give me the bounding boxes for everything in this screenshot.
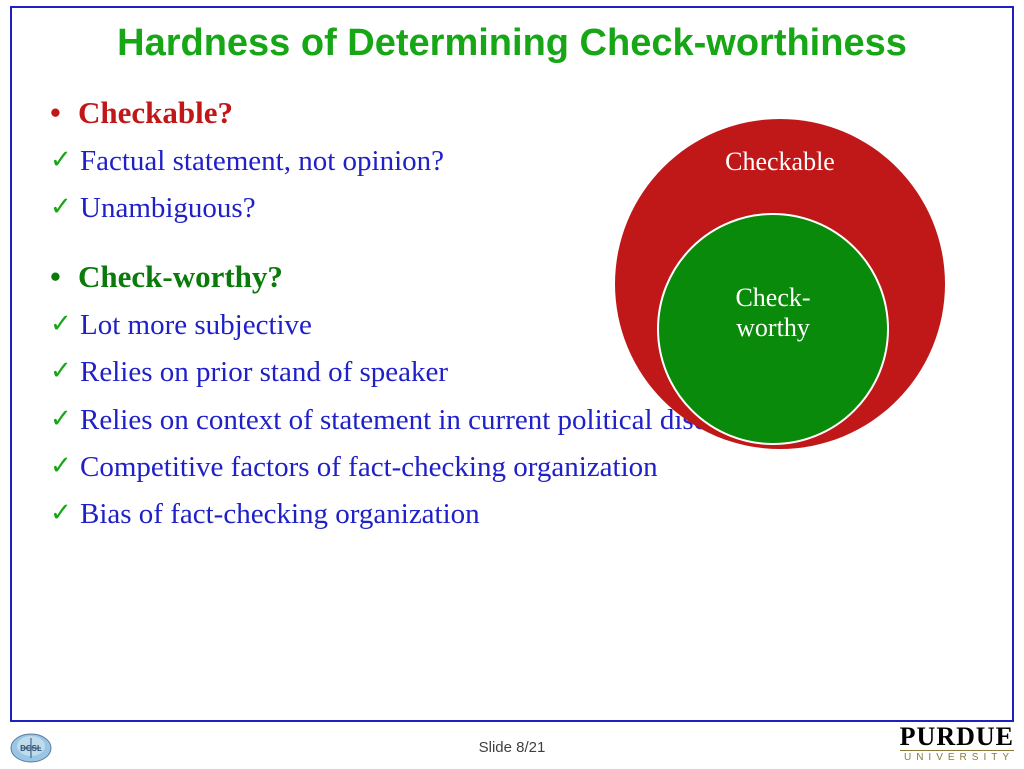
purdue-logo-top: PURDUE xyxy=(900,725,1014,748)
item-text: Bias of fact-checking organization xyxy=(80,498,982,531)
footer: DCSL Slide 8/21 PURDUE UNIVERSITY xyxy=(0,724,1024,768)
check-icon: ✓ xyxy=(50,404,80,432)
check-item: ✓Bias of fact-checking organization xyxy=(50,498,982,531)
purdue-logo-bottom: UNIVERSITY xyxy=(900,750,1014,762)
check-icon: ✓ xyxy=(50,498,80,526)
venn-inner-circle: Check- worthy xyxy=(657,213,889,445)
check-icon: ✓ xyxy=(50,192,80,220)
slide: Hardness of Determining Check-worthiness… xyxy=(0,0,1024,768)
check-icon: ✓ xyxy=(50,451,80,479)
purdue-logo: PURDUE UNIVERSITY xyxy=(900,725,1014,762)
slide-number: Slide 8/21 xyxy=(0,739,1024,756)
slide-title: Hardness of Determining Check-worthiness xyxy=(12,22,1012,65)
bullet-dot-icon: • xyxy=(50,259,78,295)
venn-outer-label: Checkable xyxy=(615,147,945,177)
check-icon: ✓ xyxy=(50,145,80,173)
content-frame: Hardness of Determining Check-worthiness… xyxy=(10,6,1014,722)
check-icon: ✓ xyxy=(50,356,80,384)
check-icon: ✓ xyxy=(50,309,80,337)
venn-inner-label: Check- worthy xyxy=(659,283,887,343)
venn-diagram: Checkable Check- worthy xyxy=(580,124,980,464)
bullet-dot-icon: • xyxy=(50,95,78,131)
